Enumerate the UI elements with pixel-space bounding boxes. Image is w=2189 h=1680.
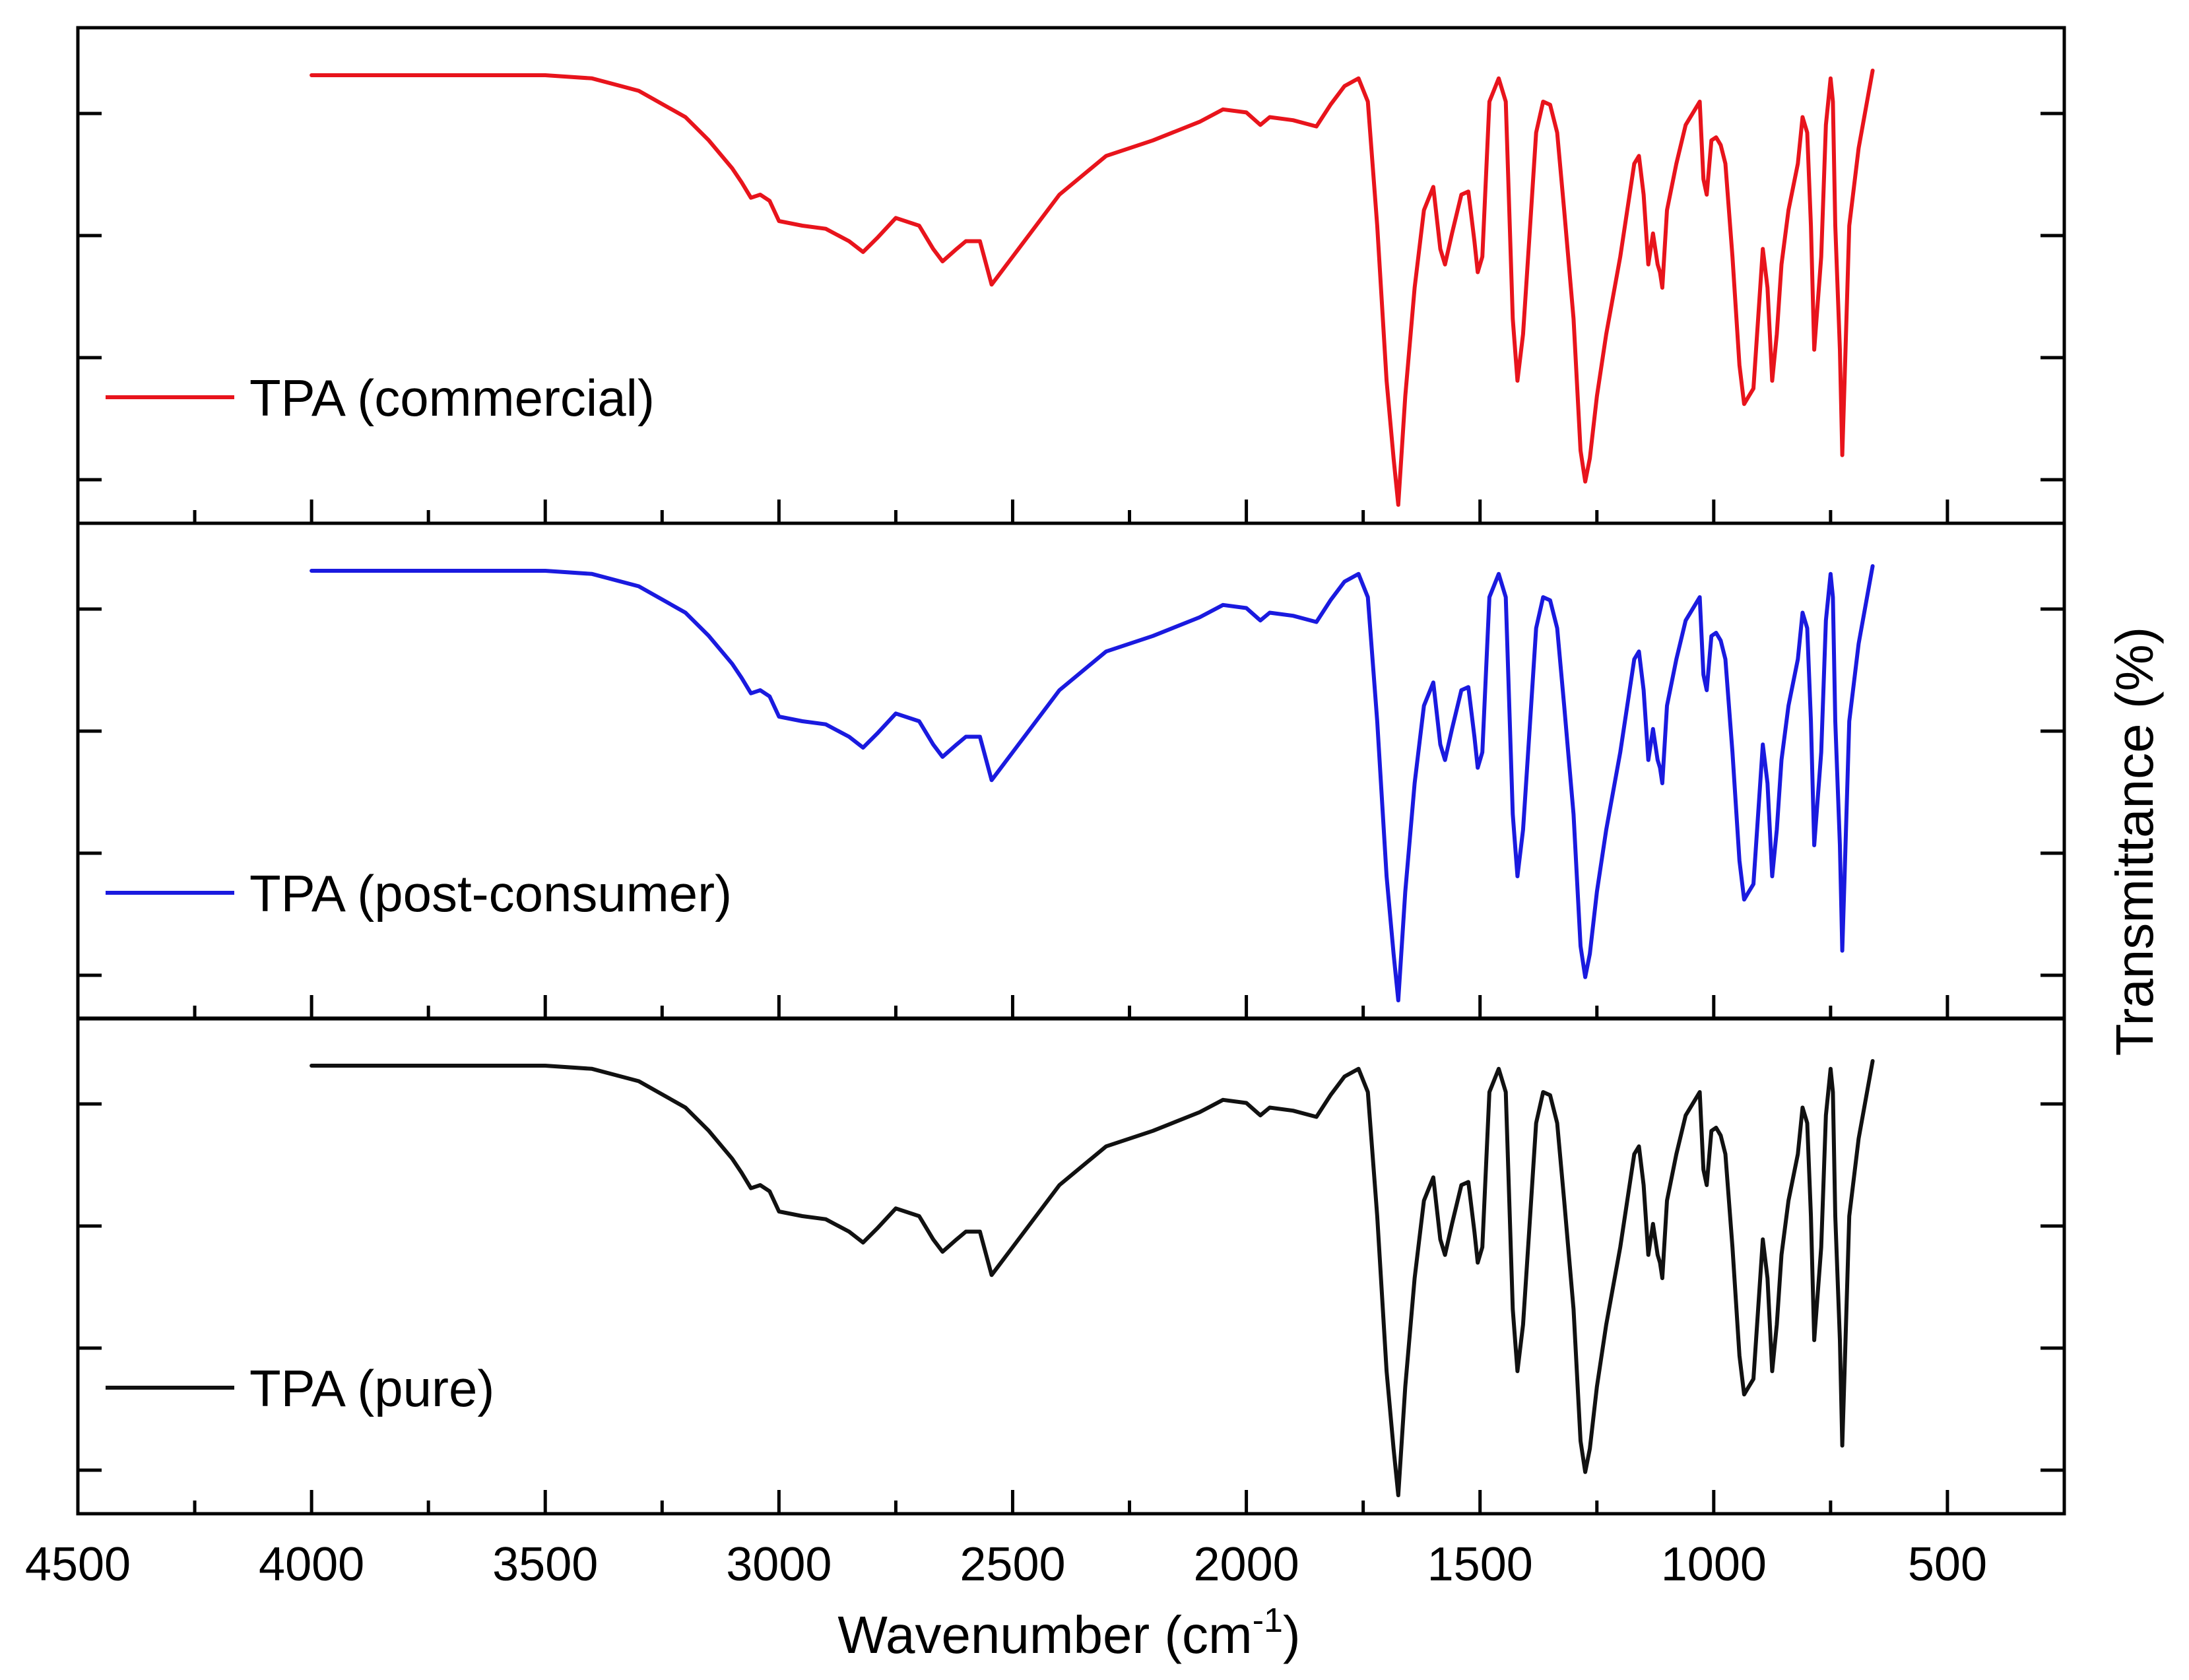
x-tick-label: 2500	[960, 1538, 1065, 1591]
x-tick-label: 4000	[259, 1538, 364, 1591]
panel-2: TPA (post-consumer)	[76, 521, 2066, 1021]
x-tick-label: 1000	[1661, 1538, 1767, 1591]
x-tick-label: 3500	[492, 1538, 598, 1591]
x-tick-label: 500	[1908, 1538, 1987, 1591]
x-tick-label: 1500	[1427, 1538, 1533, 1591]
x-axis-title-suffix: )	[1283, 1605, 1301, 1664]
panel-3: TPA (pure)	[76, 1016, 2066, 1516]
panel-1: TPA (commercial)	[76, 26, 2066, 525]
series-line-1	[310, 69, 1875, 507]
series-line-3	[310, 1059, 1875, 1497]
x-tick-label: 2000	[1194, 1538, 1299, 1591]
x-tick-label: 3000	[726, 1538, 832, 1591]
x-axis-title: Wavenumber (cm-1)	[837, 1601, 1300, 1664]
y-axis-title: Transmittance (%)	[2105, 627, 2164, 1056]
x-tick-label: 4500	[25, 1538, 131, 1591]
x-axis: 4500 4000 3500 3000 2500 2000 1500 1000 500	[25, 1538, 1987, 1591]
legend-label: TPA (commercial)	[249, 369, 655, 427]
x-axis-title-superscript: -1	[1253, 1601, 1283, 1640]
panel-frame	[76, 1016, 2066, 1516]
x-axis-title-text: Wavenumber (cm	[837, 1605, 1252, 1664]
series-line-2	[310, 564, 1875, 1002]
legend-label: TPA (pure)	[249, 1359, 494, 1417]
legend-label: TPA (post-consumer)	[249, 864, 732, 922]
chart-panels: TPA (commercial) TPA (post-consumer) TPA (…	[76, 26, 2066, 1516]
